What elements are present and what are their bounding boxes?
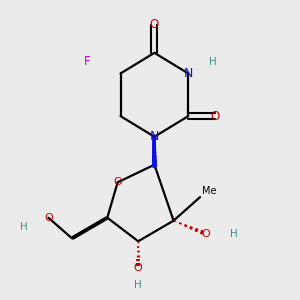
Text: O: O bbox=[210, 110, 219, 123]
Text: H: H bbox=[134, 280, 142, 290]
Text: O: O bbox=[134, 263, 142, 273]
Text: H: H bbox=[209, 57, 217, 67]
Text: F: F bbox=[83, 55, 90, 68]
Text: O: O bbox=[202, 229, 210, 239]
Text: O: O bbox=[44, 213, 53, 223]
Text: Me: Me bbox=[202, 186, 216, 196]
Text: H: H bbox=[230, 229, 238, 239]
Text: H: H bbox=[20, 222, 27, 232]
Text: N: N bbox=[150, 130, 159, 143]
Text: O: O bbox=[113, 177, 122, 188]
Text: O: O bbox=[150, 18, 159, 32]
Text: N: N bbox=[184, 67, 193, 80]
